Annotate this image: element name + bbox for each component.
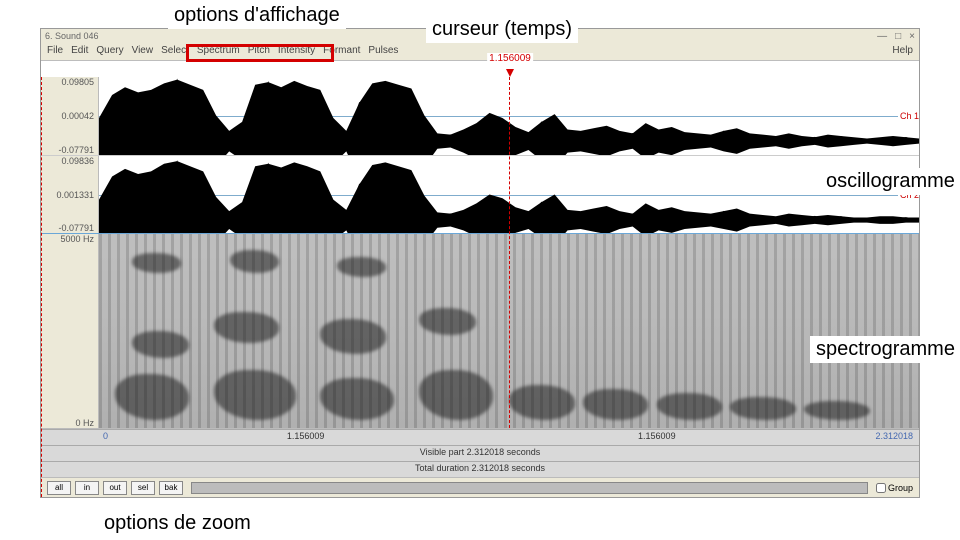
- spectrogram-blob: [230, 250, 279, 273]
- zoom-out-button[interactable]: out: [103, 481, 127, 495]
- spectrogram-blob: [214, 312, 280, 343]
- zoom-bak-button[interactable]: bak: [159, 481, 183, 495]
- spectrogram-blob: [132, 253, 181, 272]
- spec-y-bot: 0 Hz: [75, 418, 94, 428]
- menu-formant[interactable]: Formant: [323, 45, 360, 58]
- ruler-split[interactable]: 0 1.156009 1.156009 2.312018: [41, 429, 919, 445]
- ch1-y-mid: 0.00042: [61, 111, 94, 121]
- ch1-y-labels: 0.09805 0.00042 -0.07791: [41, 77, 99, 155]
- cursor-arrow-icon: [506, 69, 514, 77]
- annotation-oscillogramme: oscillogramme: [820, 168, 960, 195]
- menu-view[interactable]: View: [132, 45, 154, 58]
- viewport: 0.09805 0.00042 -0.07791 Ch 1 0.09836 0.…: [41, 61, 919, 429]
- bottombar: allinoutselbak Group: [41, 477, 919, 497]
- minimize-button[interactable]: —: [877, 31, 887, 42]
- menu-intensity[interactable]: Intensity: [278, 45, 315, 58]
- ch2-y-mid: 0.001331: [56, 190, 94, 200]
- ruler-visible-label: Visible part 2.312018 seconds: [420, 447, 540, 457]
- group-checkbox-input[interactable]: [876, 483, 886, 493]
- zoom-sel-button[interactable]: sel: [131, 481, 155, 495]
- menu-pulses[interactable]: Pulses: [368, 45, 398, 58]
- menu-help[interactable]: Help: [892, 45, 913, 58]
- annotation-curseur: curseur (temps): [426, 16, 578, 43]
- menu-file[interactable]: File: [47, 45, 63, 58]
- group-checkbox[interactable]: Group: [876, 483, 913, 493]
- app-window: 6. Sound 046 — □ × File Edit Query View Sele…: [40, 28, 920, 498]
- ruler-total[interactable]: Total duration 2.312018 seconds: [41, 461, 919, 477]
- zoom-buttons: allinoutselbak: [47, 481, 183, 495]
- zoom-in-button[interactable]: in: [75, 481, 99, 495]
- ruler-split-left: 1.156009: [287, 431, 325, 441]
- ruler-start: 0: [103, 431, 108, 441]
- group-label: Group: [888, 483, 913, 493]
- ruler-visible[interactable]: Visible part 2.312018 seconds: [41, 445, 919, 461]
- menu-pitch[interactable]: Pitch: [248, 45, 270, 58]
- zoom-all-button[interactable]: all: [47, 481, 71, 495]
- ch1-label: Ch 1: [898, 111, 919, 121]
- annotation-options-zoom: options de zoom: [98, 510, 257, 537]
- ch1-y-top: 0.09805: [61, 77, 94, 87]
- ch2-y-labels: 0.09836 0.001331 -0.07791: [41, 156, 99, 233]
- ch2-y-top: 0.09836: [61, 156, 94, 166]
- close-button[interactable]: ×: [909, 31, 915, 42]
- ch1-y-bot: -0.07791: [58, 145, 94, 155]
- menubar: File Edit Query View Select Spectrum Pitch Inte…: [41, 43, 919, 61]
- spectrogram-blob: [337, 257, 386, 276]
- maximize-button[interactable]: □: [895, 31, 901, 42]
- spec-y-labels: 5000 Hz 0 Hz: [41, 234, 99, 428]
- ch2-y-bot: -0.07791: [58, 223, 94, 233]
- ruler-end: 2.312018: [875, 431, 913, 441]
- annotation-spectrogramme: spectrogramme: [810, 336, 960, 363]
- annotation-options-affichage: options d'affichage: [168, 2, 346, 29]
- menu-spectrum[interactable]: Spectrum: [197, 45, 240, 58]
- menu-query[interactable]: Query: [96, 45, 123, 58]
- horizontal-scrollbar[interactable]: [191, 482, 868, 494]
- cursor-time-label: 1.156009: [487, 53, 533, 64]
- spec-y-top: 5000 Hz: [60, 234, 94, 244]
- ruler-total-label: Total duration 2.312018 seconds: [415, 463, 545, 473]
- ruler-split-right: 1.156009: [638, 431, 676, 441]
- menu-edit[interactable]: Edit: [71, 45, 88, 58]
- time-cursor[interactable]: 1.156009: [509, 77, 510, 428]
- window-title: 6. Sound 046: [45, 31, 99, 41]
- menu-select[interactable]: Select: [161, 45, 189, 58]
